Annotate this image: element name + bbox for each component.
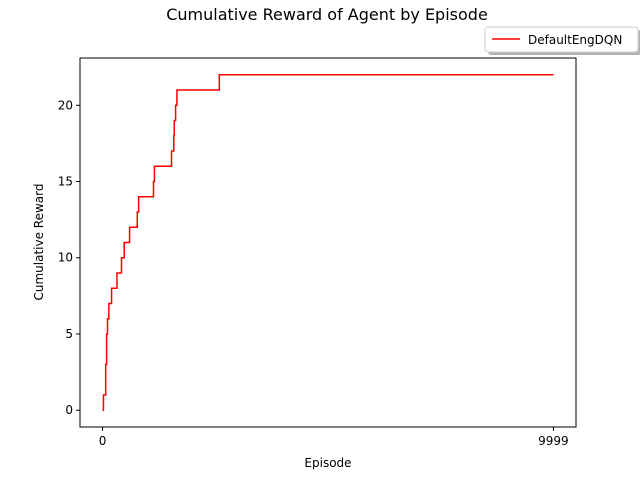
y-tick-label: 10 xyxy=(58,251,73,265)
y-tick-label: 5 xyxy=(65,327,73,341)
x-tick-label: 9999 xyxy=(538,434,569,448)
series-line xyxy=(102,74,554,411)
legend: DefaultEngDQN xyxy=(484,26,640,55)
x-tick-label: 0 xyxy=(99,434,107,448)
y-axis-label: Cumulative Reward xyxy=(32,184,46,301)
y-tick-label: 15 xyxy=(58,175,73,189)
plot-frame xyxy=(79,57,577,428)
legend-entry-label: DefaultEngDQN xyxy=(528,33,622,47)
x-axis-ticks: 0 9999 xyxy=(99,427,569,448)
y-axis-ticks: 0 5 10 15 20 xyxy=(58,98,80,417)
x-axis-label: Episode xyxy=(304,456,351,470)
chart-title: Cumulative Reward of Agent by Episode xyxy=(166,5,488,24)
plot-area xyxy=(80,58,576,427)
y-tick-label: 20 xyxy=(58,98,73,112)
legend-box xyxy=(484,26,639,53)
series-layer xyxy=(102,74,554,411)
y-tick-label: 0 xyxy=(65,403,73,417)
